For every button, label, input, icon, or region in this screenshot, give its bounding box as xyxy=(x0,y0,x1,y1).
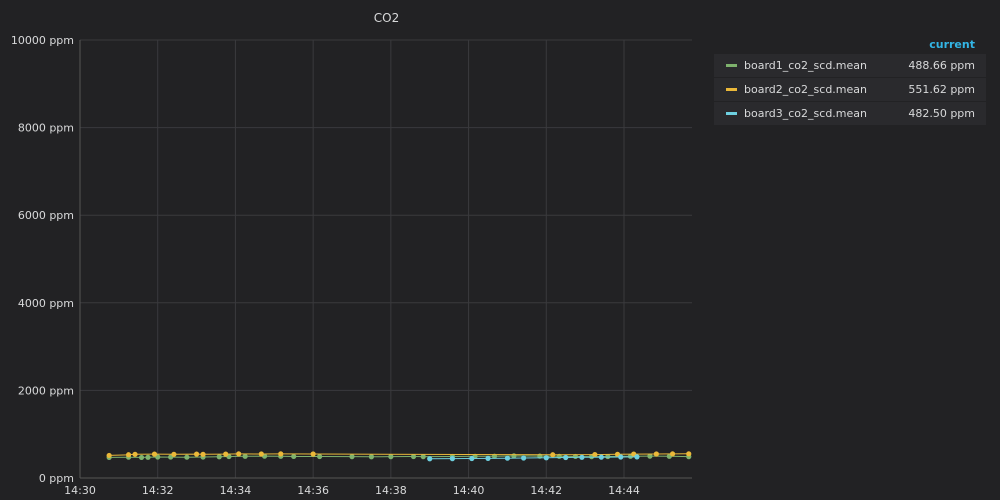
legend-label-board2: board2_co2_scd.mean xyxy=(744,83,867,96)
data-point-board2 xyxy=(686,451,692,457)
data-point-board3 xyxy=(427,456,433,462)
data-point-board2 xyxy=(592,451,598,458)
x-tick-label: 14:34 xyxy=(220,484,252,497)
data-point-board2 xyxy=(132,451,138,457)
data-point-board1 xyxy=(410,453,417,460)
legend-swatch-board3 xyxy=(726,112,737,115)
x-tick-label: 14:30 xyxy=(64,484,96,497)
data-point-board2 xyxy=(223,451,229,457)
legend: current board1_co2_scd.mean 488.66 ppm b… xyxy=(714,34,986,126)
data-point-board3 xyxy=(579,454,585,460)
data-point-board3 xyxy=(618,454,624,460)
data-point-board1 xyxy=(242,453,248,459)
data-point-board2 xyxy=(310,451,316,457)
legend-swatch-board1 xyxy=(726,64,737,67)
data-point-board3 xyxy=(504,455,511,461)
data-point-board2 xyxy=(258,451,264,457)
data-point-board3 xyxy=(469,455,475,462)
legend-label-board3: board3_co2_scd.mean xyxy=(744,107,867,120)
y-tick-label: 4000 ppm xyxy=(18,297,74,310)
y-tick-label: 6000 ppm xyxy=(18,209,74,222)
co2-plot[interactable]: 0 ppm 2000 ppm 4000 ppm 6000 ppm 8000 ppm 100… xyxy=(0,0,705,500)
legend-current-board2: 551.62 ppm xyxy=(908,83,975,96)
data-point-board2 xyxy=(193,451,200,457)
data-point-board3 xyxy=(521,455,527,461)
data-point-board1 xyxy=(184,454,190,460)
data-point-board1 xyxy=(368,454,375,460)
data-point-board1 xyxy=(349,454,355,460)
x-tick-label: 14:38 xyxy=(375,484,407,497)
legend-item-board2[interactable]: board2_co2_scd.mean 551.62 ppm xyxy=(714,78,986,101)
data-point-board1 xyxy=(388,454,394,460)
x-tick-label: 14:36 xyxy=(297,484,329,497)
legend-current-board1: 488.66 ppm xyxy=(908,59,975,72)
y-tick-label: 0 ppm xyxy=(39,472,74,485)
legend-item-board1[interactable]: board1_co2_scd.mean 488.66 ppm xyxy=(714,54,986,77)
data-point-board2 xyxy=(171,451,177,457)
x-tick-label: 14:44 xyxy=(608,484,640,497)
data-point-board3 xyxy=(543,455,549,461)
data-point-board2 xyxy=(669,451,676,457)
data-point-board3 xyxy=(634,454,640,460)
x-tick-label: 14:32 xyxy=(142,484,174,497)
data-point-board3 xyxy=(485,455,491,461)
data-point-board3 xyxy=(598,454,604,460)
data-point-board3 xyxy=(563,454,569,461)
y-tick-label: 10000 ppm xyxy=(11,34,74,47)
data-point-board1 xyxy=(317,453,323,460)
legend-label-board1: board1_co2_scd.mean xyxy=(744,59,867,72)
legend-header-current[interactable]: current xyxy=(929,38,975,51)
data-point-board2 xyxy=(278,451,284,457)
data-point-board1 xyxy=(605,453,611,460)
legend-swatch-board2 xyxy=(726,88,737,91)
data-point-board1 xyxy=(420,454,426,460)
data-point-board2 xyxy=(106,452,112,459)
legend-current-board3: 482.50 ppm xyxy=(908,107,975,120)
data-point-board1 xyxy=(291,453,297,460)
legend-item-board3[interactable]: board3_co2_scd.mean 482.50 ppm xyxy=(714,102,986,125)
series-line-board3 xyxy=(429,456,638,460)
data-point-board2 xyxy=(125,452,132,458)
data-point-board2 xyxy=(550,452,556,458)
data-point-board1 xyxy=(138,454,145,461)
y-tick-label: 8000 ppm xyxy=(18,122,74,135)
data-point-board2 xyxy=(200,451,206,457)
x-tick-label: 14:40 xyxy=(453,484,485,497)
data-point-board3 xyxy=(449,456,455,462)
y-tick-label: 2000 ppm xyxy=(18,384,74,397)
data-point-board1 xyxy=(145,454,151,460)
data-point-board2 xyxy=(236,451,242,457)
data-point-board2 xyxy=(653,451,659,457)
chart-title: CO2 xyxy=(373,11,400,25)
data-point-board1 xyxy=(216,454,222,460)
x-tick-label: 14:42 xyxy=(530,484,562,497)
data-point-board2 xyxy=(151,451,158,457)
data-point-board1 xyxy=(647,453,653,459)
